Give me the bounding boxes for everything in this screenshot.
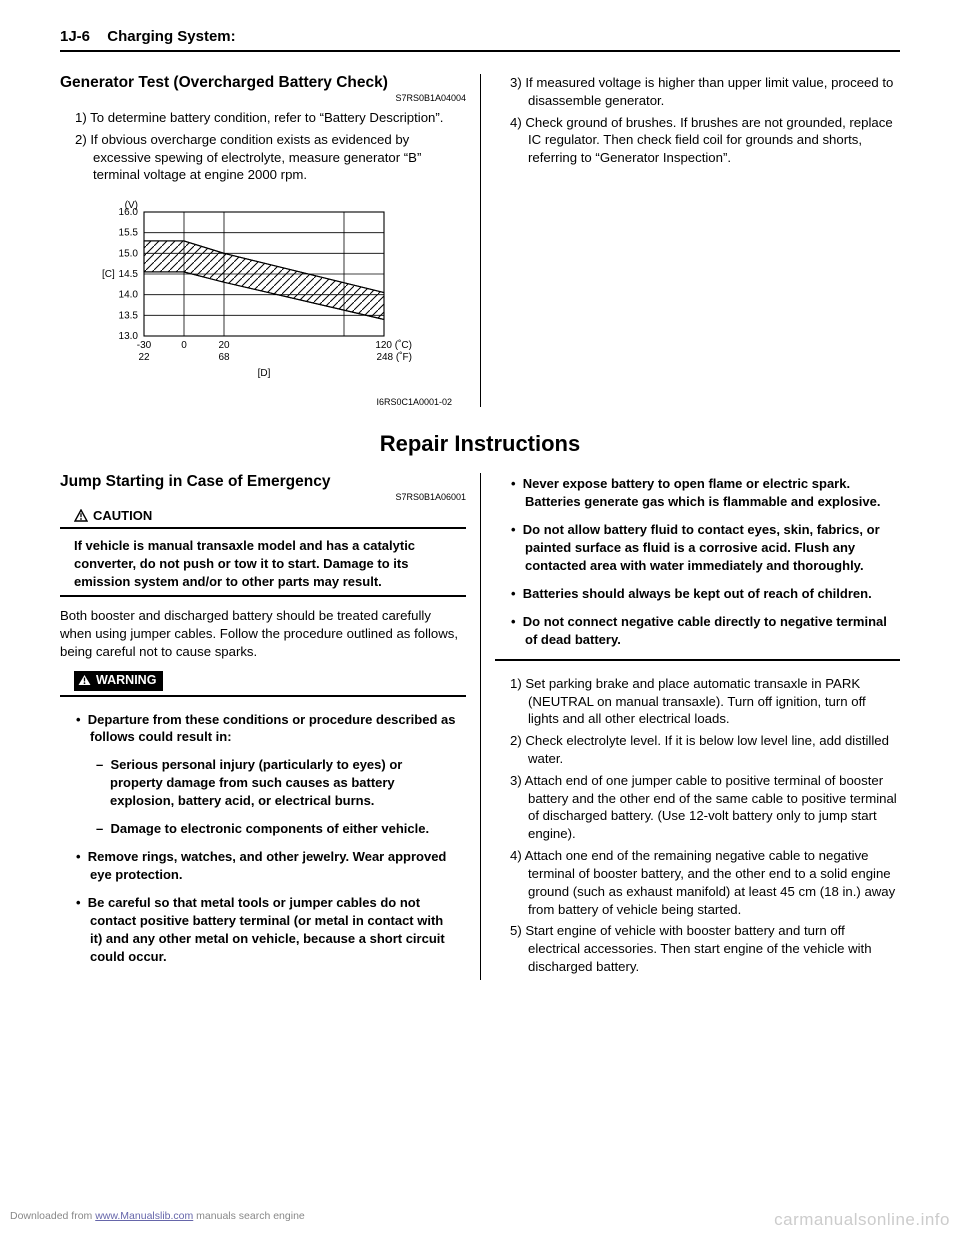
- caution-rule-top: [60, 527, 466, 529]
- lower-right-col: • Never expose battery to open flame or …: [480, 473, 900, 980]
- lower-columns: Jump Starting in Case of Emergency S7RS0…: [60, 473, 900, 980]
- upper-right-col: 3) If measured voltage is higher than up…: [480, 74, 900, 407]
- warning-badge: WARNING: [74, 671, 163, 691]
- page-header: 1J-6 Charging System:: [60, 28, 900, 52]
- voltage-chart: 16.015.515.014.514.013.513.0(V)[C]-30220…: [90, 198, 466, 393]
- svg-text:13.0: 13.0: [119, 331, 139, 342]
- footer-left: Downloaded from www.Manualslib.com manua…: [10, 1210, 305, 1230]
- warn-bullet: • Departure from these conditions or pro…: [60, 711, 466, 747]
- jump-step: 3) Attach end of one jumper cable to pos…: [495, 772, 900, 843]
- warning-rule-bot: [495, 659, 900, 661]
- gentest-ref: S7RS0B1A04004: [60, 93, 466, 103]
- gentest-title: Generator Test (Overcharged Battery Chec…: [60, 74, 466, 92]
- warn-bullet: • Batteries should always be kept out of…: [495, 585, 900, 603]
- svg-text:22: 22: [138, 352, 150, 363]
- caution-label: CAUTION: [74, 508, 466, 525]
- lower-left-col: Jump Starting in Case of Emergency S7RS0…: [60, 473, 480, 980]
- svg-text:120 (˚C): 120 (˚C): [375, 339, 412, 351]
- repair-heading: Repair Instructions: [60, 431, 900, 457]
- gentest-step: 4) Check ground of brushes. If brushes a…: [495, 114, 900, 167]
- footer-right: carmanualsonline.info: [774, 1210, 950, 1230]
- jump-para: Both booster and discharged battery shou…: [60, 607, 466, 660]
- warning-text: WARNING: [96, 673, 156, 687]
- gentest-step: 1) To determine battery condition, refer…: [60, 109, 466, 127]
- gentest-step: 2) If obvious overcharge condition exist…: [60, 131, 466, 184]
- jump-title: Jump Starting in Case of Emergency: [60, 473, 466, 491]
- svg-text:14.5: 14.5: [119, 269, 139, 280]
- warn-subbullet: – Damage to electronic components of eit…: [60, 820, 466, 838]
- warning-rule-top: [60, 695, 466, 697]
- upper-columns: Generator Test (Overcharged Battery Chec…: [60, 74, 900, 407]
- svg-text:15.0: 15.0: [119, 249, 139, 260]
- svg-text:14.0: 14.0: [119, 290, 139, 301]
- svg-text:[D]: [D]: [258, 368, 271, 379]
- svg-text:0: 0: [181, 340, 187, 351]
- upper-left-col: Generator Test (Overcharged Battery Chec…: [60, 74, 480, 407]
- caution-text: CAUTION: [93, 508, 152, 523]
- svg-text:20: 20: [218, 340, 230, 351]
- jump-step: 5) Start engine of vehicle with booster …: [495, 922, 900, 975]
- svg-text:248 (˚F): 248 (˚F): [376, 351, 412, 363]
- warn-bullet: • Do not connect negative cable directly…: [495, 613, 900, 649]
- jump-step: 4) Attach one end of the remaining negat…: [495, 847, 900, 918]
- warn-bullet: • Do not allow battery fluid to contact …: [495, 521, 900, 575]
- header-section: 1J-6: [60, 28, 90, 45]
- warn-bullet: • Be careful so that metal tools or jump…: [60, 894, 466, 966]
- gentest-step: 3) If measured voltage is higher than up…: [495, 74, 900, 110]
- caution-rule-bot: [60, 595, 466, 597]
- jump-step: 2) Check electrolyte level. If it is bel…: [495, 732, 900, 768]
- jump-step: 1) Set parking brake and place automatic…: [495, 675, 900, 728]
- header-title: Charging System:: [107, 28, 235, 45]
- header-sep: [94, 28, 102, 45]
- svg-text:68: 68: [218, 352, 230, 363]
- svg-text:(V): (V): [125, 200, 138, 211]
- caution-icon: [74, 509, 88, 525]
- svg-text:[C]: [C]: [102, 269, 115, 280]
- svg-text:-30: -30: [137, 340, 152, 351]
- warn-bullet: • Never expose battery to open flame or …: [495, 475, 900, 511]
- svg-text:13.5: 13.5: [119, 311, 139, 322]
- warn-subbullet: – Serious personal injury (particularly …: [60, 756, 466, 810]
- footer-link[interactable]: www.Manualslib.com: [95, 1210, 193, 1222]
- warning-icon: [78, 674, 91, 689]
- chart-id: I6RS0C1A0001-02: [60, 397, 466, 407]
- page-footer: Downloaded from www.Manualslib.com manua…: [10, 1210, 950, 1230]
- caution-body: If vehicle is manual transaxle model and…: [60, 537, 466, 591]
- warn-bullet: • Remove rings, watches, and other jewel…: [60, 848, 466, 884]
- svg-text:15.5: 15.5: [119, 228, 139, 239]
- jump-ref: S7RS0B1A06001: [60, 492, 466, 502]
